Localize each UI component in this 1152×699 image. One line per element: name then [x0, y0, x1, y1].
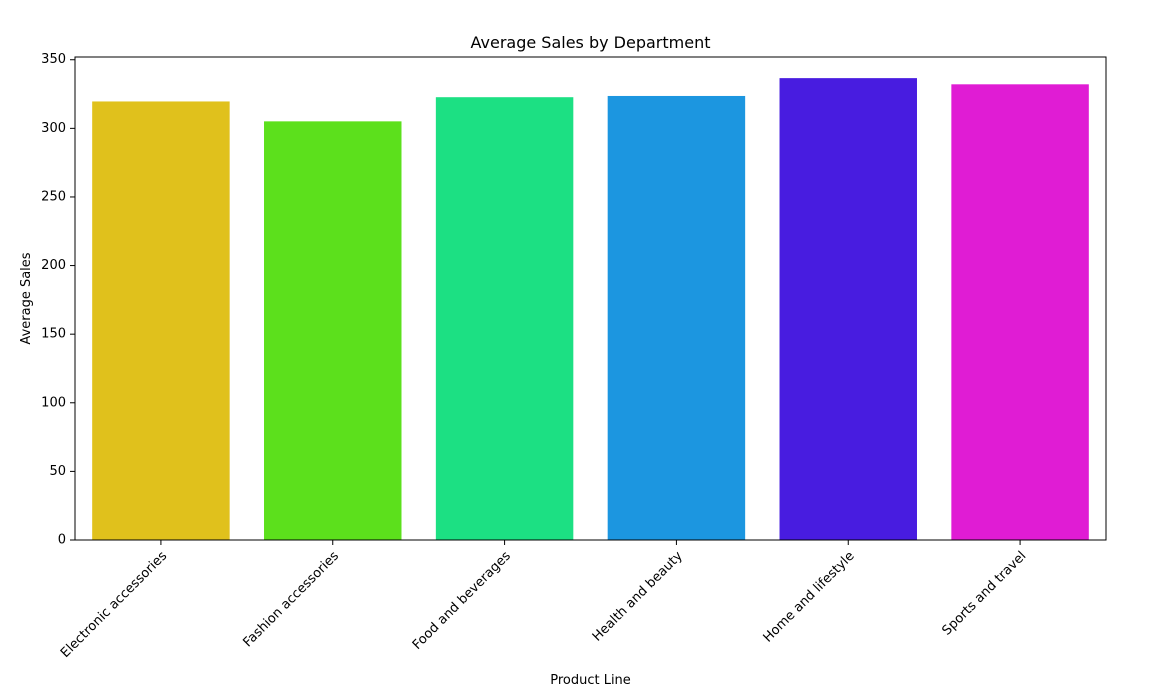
bars-group [92, 78, 1089, 540]
bar-health-and-beauty [608, 96, 745, 540]
y-tick-label: 250 [41, 189, 66, 204]
y-axis: 0 50 100 150 200 250 300 350 [41, 52, 75, 547]
bar-food-and-beverages [436, 97, 573, 540]
y-tick-label: 150 [41, 327, 66, 342]
chart-title: Average Sales by Department [471, 33, 711, 52]
bar-electronic-accessories [92, 101, 229, 540]
y-tick-label: 100 [41, 395, 66, 410]
x-tick-label: Food and beverages [410, 549, 514, 653]
y-tick-label: 0 [58, 533, 66, 548]
x-tick-label: Home and lifestyle [761, 549, 858, 646]
x-tick-label: Electronic accessories [58, 549, 170, 661]
y-tick-label: 300 [41, 121, 66, 136]
y-tick-label: 200 [41, 258, 66, 273]
x-axis: Electronic accessories Fashion accessorie… [58, 540, 1029, 661]
x-tick-label: Health and beauty [590, 548, 686, 644]
y-tick-label: 50 [49, 464, 66, 479]
y-tick-label: 350 [41, 52, 66, 67]
x-axis-label: Product Line [550, 673, 631, 688]
bar-fashion-accessories [264, 121, 401, 540]
bar-home-and-lifestyle [780, 78, 917, 540]
x-tick-label: Sports and travel [940, 549, 1030, 639]
x-tick-label: Fashion accessories [240, 549, 342, 651]
y-axis-label: Average Sales [19, 252, 34, 344]
bar-sports-and-travel [951, 84, 1088, 540]
